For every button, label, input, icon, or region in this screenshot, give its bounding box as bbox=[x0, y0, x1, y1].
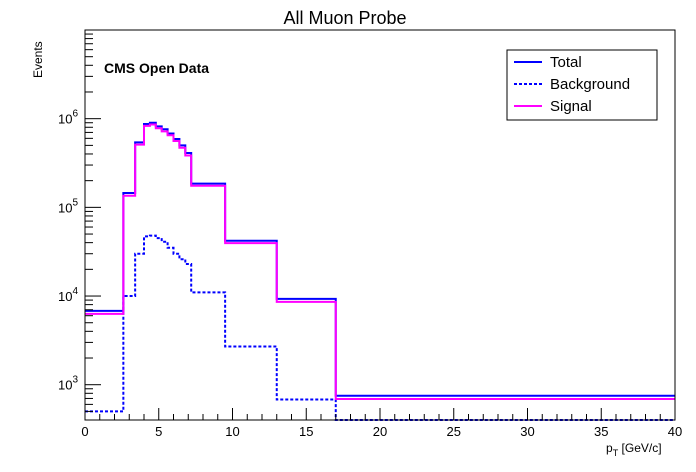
x-axis-label-unit: [GeV/c] bbox=[618, 441, 661, 455]
chart-title: All Muon Probe bbox=[283, 8, 406, 28]
series-background-line bbox=[85, 234, 675, 421]
cms-open-data-label: CMS Open Data bbox=[104, 60, 209, 76]
x-tick-label: 35 bbox=[594, 424, 608, 439]
x-tick-label: 0 bbox=[81, 424, 88, 439]
x-axis-label-main: p bbox=[606, 441, 613, 455]
y-tick-label: 106 bbox=[58, 109, 78, 127]
x-tick-label: 30 bbox=[520, 424, 534, 439]
legend-label-signal: Signal bbox=[550, 98, 592, 115]
x-tick-label: 10 bbox=[225, 424, 239, 439]
x-tick-label: 20 bbox=[373, 424, 387, 439]
plot-area bbox=[85, 121, 675, 421]
y-tick-label: 105 bbox=[58, 197, 78, 215]
y-tick-label: 103 bbox=[58, 375, 78, 393]
series-total-line bbox=[85, 121, 675, 397]
x-axis-label-sub: T bbox=[613, 448, 619, 458]
x-tick-label: 5 bbox=[155, 424, 162, 439]
x-tick-label: 15 bbox=[299, 424, 313, 439]
legend-label-background: Background bbox=[550, 76, 630, 93]
y-axis-label: Events bbox=[31, 41, 45, 78]
x-axis-label: pT [GeV/c] bbox=[606, 441, 662, 458]
legend: Total Background Signal bbox=[506, 49, 658, 121]
x-tick-label: 25 bbox=[447, 424, 461, 439]
series-signal-line bbox=[85, 123, 675, 400]
x-tick-label: 40 bbox=[668, 424, 682, 439]
y-tick-label: 104 bbox=[58, 286, 78, 304]
legend-label-total: Total bbox=[550, 54, 582, 71]
axes: 0 5 10 15 20 25 30 35 40 103 104 105 106 bbox=[58, 29, 682, 439]
